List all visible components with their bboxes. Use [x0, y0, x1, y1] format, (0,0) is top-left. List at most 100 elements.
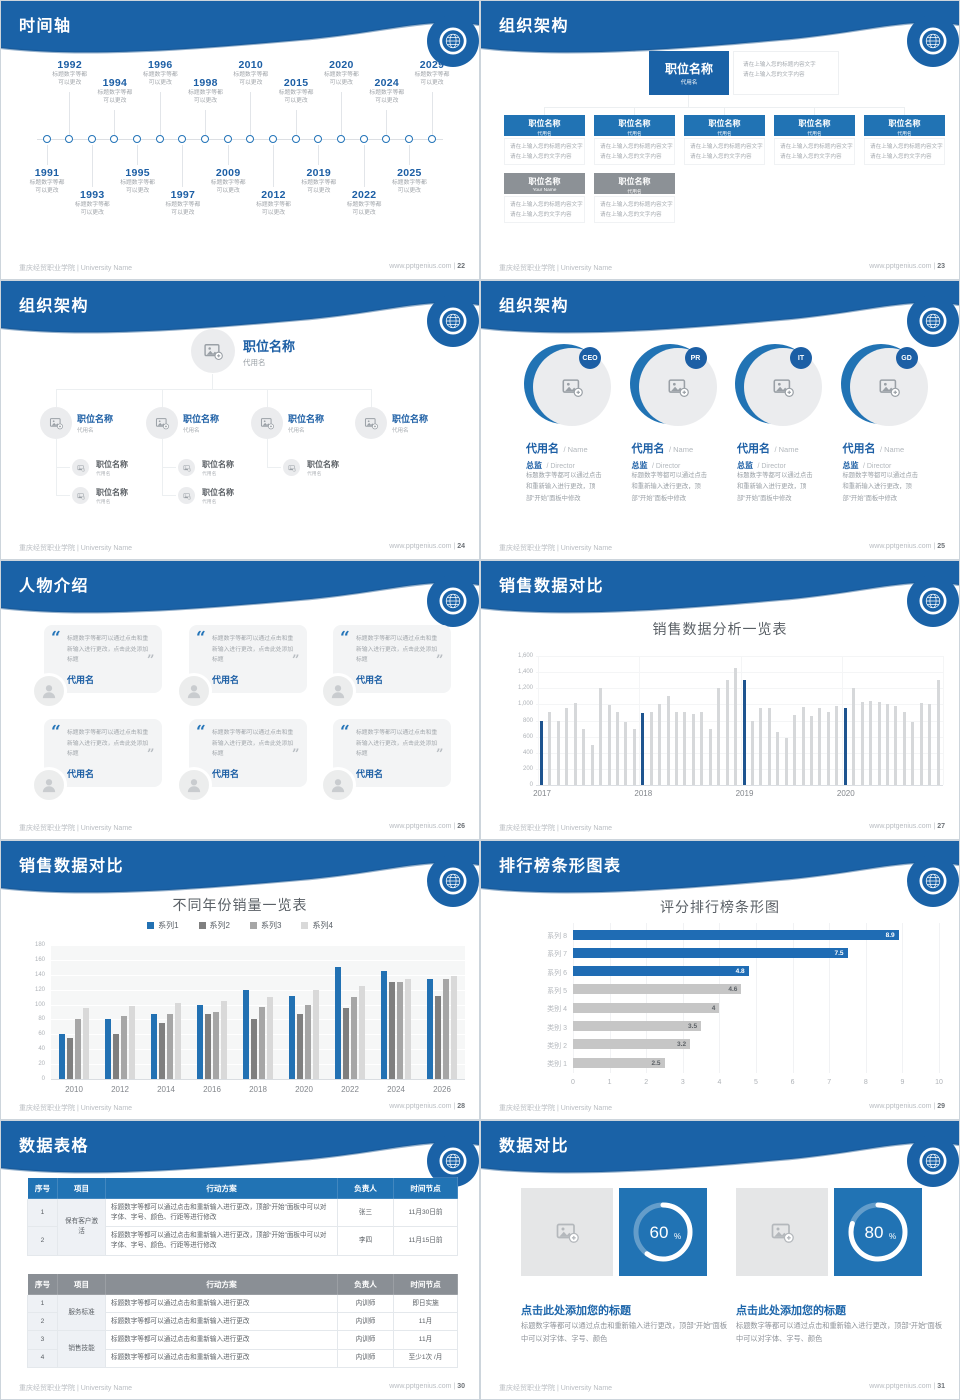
- legend-label: 系列1: [158, 921, 179, 930]
- bar: [197, 1004, 203, 1079]
- header-wave: [1, 281, 479, 347]
- header-wave: [481, 1121, 959, 1187]
- timeline-caption: 可以更改: [329, 80, 353, 87]
- bar: [793, 714, 797, 785]
- org-box-gray: 职位名称 代用名: [594, 173, 675, 195]
- bar: [113, 1034, 119, 1079]
- image-placeholder-icon: [562, 379, 583, 397]
- table-header-row: 序号 项目 行动方案 负责人 时间节点: [27, 1177, 458, 1199]
- timeline-item: 2029 标题数字等都 可以更改: [403, 59, 461, 88]
- bar: [700, 712, 704, 785]
- slide-person-intro[interactable]: 人物介绍 重庆经贸职业学院 | University Name www.pptg…: [1, 561, 479, 839]
- org-node-sub: 代用名: [183, 428, 200, 434]
- footer-site: www.pptgenius.com: [869, 1103, 932, 1110]
- bar: [443, 978, 449, 1079]
- person-role-line: 总监 / Director: [632, 455, 681, 473]
- timeline-caption: 标题数字等都: [233, 72, 269, 78]
- page-number: 23: [937, 263, 945, 270]
- slide-org-tree[interactable]: 组织架构 重庆经贸职业学院 | University Name www.pptg…: [1, 281, 479, 559]
- y-axis-label: 400: [522, 749, 533, 756]
- person-name-line: 代用名 / Name: [843, 439, 905, 457]
- role-badge: PR: [684, 347, 707, 369]
- y-axis-label: 160: [34, 956, 45, 963]
- avatar-circle: [146, 407, 178, 439]
- org-node-title: 职位名称: [96, 488, 128, 497]
- column-header: 行动方案: [105, 1177, 338, 1199]
- org-box: 职位名称 代用名: [504, 115, 585, 137]
- org-subnode: 职位名称 代用名: [202, 459, 234, 477]
- close-quote-icon: ”: [147, 747, 155, 762]
- x-axis: [51, 1079, 465, 1080]
- legend-label: 系列3: [261, 921, 282, 930]
- university-logo-icon: [907, 295, 959, 347]
- bar: [129, 1006, 135, 1079]
- slide-footer: 重庆经贸职业学院 | University Name www.pptgenius…: [499, 543, 945, 553]
- org-node-sub: 代用名: [307, 472, 322, 477]
- progress-ring: 60 %: [633, 1202, 693, 1262]
- person-role-en: / Director: [862, 463, 892, 470]
- x-axis-label: 2010: [65, 1085, 83, 1094]
- bar: [860, 702, 864, 785]
- bar: [573, 1002, 720, 1013]
- timeline-connector: [250, 92, 252, 135]
- bar: [359, 985, 365, 1079]
- org-box-sub: 代用名: [680, 80, 698, 86]
- person-role-en: / Director: [757, 463, 786, 470]
- org-box-sub: 代用名: [627, 189, 642, 195]
- org-node: 职位名称 代用名: [288, 412, 324, 434]
- timeline-node: [223, 135, 232, 143]
- y-axis-label: 0: [41, 1076, 45, 1082]
- slide-header: 组织架构: [1, 281, 479, 355]
- legend-item: 系列2: [198, 920, 230, 931]
- gridline: [536, 785, 943, 786]
- category-label: 系列 8: [547, 933, 567, 940]
- timeline-connector: [159, 92, 161, 135]
- bar: [843, 708, 847, 785]
- gridline: [51, 945, 465, 946]
- image-placeholder-icon: [49, 418, 63, 430]
- note-line: 请在上输入您的文字内容: [743, 71, 805, 78]
- gridline: [51, 1019, 465, 1021]
- gridline: [639, 656, 641, 785]
- bar: [389, 982, 395, 1079]
- bar-value: 4: [711, 1004, 716, 1012]
- slide-data-table[interactable]: 数据表格 重庆经贸职业学院 | University Name www.pptg…: [1, 1121, 479, 1399]
- x-axis-label: 2022: [341, 1085, 359, 1094]
- bar: [175, 1003, 181, 1079]
- slide-data-compare[interactable]: 数据对比 重庆经贸职业学院 | University Name www.pptg…: [481, 1121, 959, 1399]
- timeline-caption: 可以更改: [58, 80, 82, 87]
- slide-ranking-bar-chart[interactable]: 排行榜条形图表 重庆经贸职业学院 | University Name www.p…: [481, 841, 959, 1119]
- category-label: 类别 2: [547, 1042, 567, 1050]
- slide-footer: 重庆经贸职业学院 | University Name www.pptgenius…: [499, 263, 945, 273]
- footer-university: 重庆经贸职业学院 | University Name: [19, 545, 133, 552]
- y-axis-label: 800: [522, 717, 533, 724]
- header-wave: [1, 561, 479, 627]
- avatar-circle: [283, 459, 300, 476]
- gridline: [536, 672, 943, 674]
- footer-university: 重庆经贸职业学院 | University Name: [499, 265, 613, 272]
- org-box-sub: 代用名: [807, 131, 822, 137]
- bar: [573, 929, 899, 940]
- slide-sales-grouped-chart[interactable]: 销售数据对比 重庆经贸职业学院 | University Name www.pp…: [1, 841, 479, 1119]
- slide-org-boxes[interactable]: 组织架构 重庆经贸职业学院 | University Name www.pptg…: [481, 1, 959, 279]
- timeline-node: [65, 135, 74, 143]
- person-name: 代用名: [737, 443, 770, 455]
- bar-value: 3.5: [688, 1023, 698, 1030]
- slide-org-directors[interactable]: 组织架构 重庆经贸职业学院 | University Name www.pptg…: [481, 281, 959, 559]
- timeline-caption: 标题数字等都: [278, 90, 314, 96]
- org-box-desc: 请在上输入您的标题内容文字 请在上输入您的文字内容: [504, 138, 585, 165]
- image-placeholder-icon: [183, 492, 191, 500]
- timeline-node: [427, 135, 436, 143]
- person-role: 总监: [737, 461, 753, 470]
- slide-timeline[interactable]: 时间轴 重庆经贸职业学院 | University Name www.pptge…: [1, 1, 479, 279]
- bar: [573, 966, 749, 977]
- progress-value: 60: [650, 1223, 669, 1242]
- bar: [381, 971, 387, 1079]
- y-axis-label: 1,200: [517, 685, 533, 692]
- slide-title: 数据对比: [499, 1138, 570, 1155]
- cell-time: 11月30日前: [393, 1197, 458, 1228]
- timeline-caption: 可以更改: [352, 210, 376, 217]
- timeline-caption: 可以更改: [125, 188, 150, 195]
- timeline-axis: [37, 139, 443, 140]
- slide-sales-bar-chart[interactable]: 销售数据对比 重庆经贸职业学院 | University Name www.pp…: [481, 561, 959, 839]
